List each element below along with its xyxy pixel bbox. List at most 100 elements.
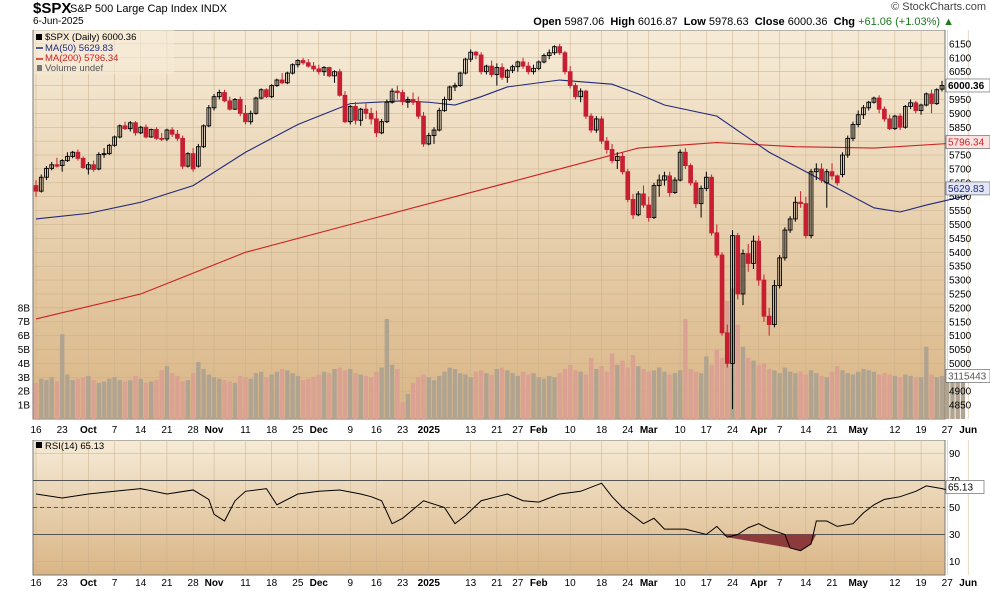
candle-body <box>588 115 594 131</box>
volume-bar <box>677 370 683 419</box>
candle-body <box>305 62 311 67</box>
date-tick-label: 16 <box>371 425 383 436</box>
price-tick-label: 5400 <box>949 248 972 259</box>
volume-bar <box>128 380 133 419</box>
candle-body <box>688 165 693 184</box>
candle-body <box>342 94 348 123</box>
candle-body <box>374 118 379 134</box>
volume-bar <box>526 374 531 419</box>
volume-bar <box>437 375 442 419</box>
rsi-date-tick-label: 11 <box>240 578 251 589</box>
candle-body <box>630 199 636 216</box>
date-tick-label: 27 <box>942 425 954 436</box>
volume-bar <box>258 371 264 419</box>
volume-bar <box>688 368 693 419</box>
candle-body <box>196 146 201 167</box>
rsi-date-tick-label: 24 <box>727 578 739 589</box>
price-tick-label: 6100 <box>949 53 972 64</box>
date-tick-label: 21 <box>491 425 503 436</box>
price-chart[interactable]: 4850490049505000505051005150520052505300… <box>0 30 990 436</box>
candle-body <box>813 168 819 173</box>
rsi-date-tick-label: 19 <box>915 578 927 589</box>
date-axis-bottom: 16 23 Oct 7 14 21 28 Nov 11 18 25 Dec 9 16 23 2025 13 21 2… <box>30 578 977 589</box>
candle-body <box>211 96 217 109</box>
price-axis: 4850490049505000505051005150520052505300… <box>949 39 972 411</box>
volume-bar <box>232 382 238 419</box>
volume-tick-label: 2B <box>18 387 31 398</box>
candle-body <box>154 129 159 139</box>
volume-bar <box>217 378 222 419</box>
rsi-date-tick-label: 14 <box>135 578 147 589</box>
volume-bar <box>316 374 321 419</box>
price-tick-label: 5350 <box>949 262 972 273</box>
candle-body <box>609 149 615 162</box>
volume-badge: 3115443 <box>948 371 987 382</box>
rsi-date-tick-label: 13 <box>465 578 477 589</box>
volume-bar <box>44 380 49 419</box>
candle-body <box>850 124 856 139</box>
date-tick-label: Mar <box>640 425 658 436</box>
volume-bar <box>164 366 170 419</box>
symbol-title: $SPX <box>33 0 72 17</box>
volume-bar <box>505 370 510 419</box>
volume-bar <box>735 324 740 419</box>
date-tick-label: 17 <box>701 425 713 436</box>
price-legend: $SPX (Daily) 6000.36 MA(50) 5629.83 MA(2… <box>34 30 174 74</box>
volume-bar <box>609 353 615 419</box>
volume-bar <box>75 378 81 419</box>
price-tick-label: 6050 <box>949 67 972 78</box>
volume-bar <box>264 377 269 419</box>
volume-bar <box>625 367 630 419</box>
rsi-chart[interactable]: 103050709065.13 1623Oct7142128Nov111825D… <box>0 440 990 591</box>
candle-body <box>415 101 421 117</box>
price-tick-label: 5250 <box>949 289 972 300</box>
rsi-tick-label: 10 <box>949 557 961 568</box>
rsi-grid <box>33 440 969 575</box>
volume-bar <box>835 366 840 419</box>
candle-body <box>237 99 243 114</box>
price-tick-label: 5050 <box>949 345 972 356</box>
price-tick-label: 5150 <box>949 317 972 328</box>
volume-bar <box>101 381 107 419</box>
volume-bar <box>892 375 898 419</box>
candle-body <box>693 182 699 205</box>
rsi-legend: RSI(14) 65.13 <box>36 441 104 452</box>
candle-body <box>719 254 725 334</box>
candle-body <box>117 125 123 138</box>
volume-bar <box>300 380 306 419</box>
volume-bar <box>80 377 86 419</box>
volume-bar <box>190 373 196 419</box>
candle-body <box>363 108 369 114</box>
candle-body <box>159 137 165 140</box>
date-tick-label: 25 <box>292 425 304 436</box>
candle-body <box>112 136 117 146</box>
candle-body <box>829 171 835 177</box>
volume-bar <box>452 368 458 419</box>
rsi-date-tick-label: 27 <box>512 578 524 589</box>
volume-tick-label: 8B <box>18 303 31 314</box>
candle-body <box>368 112 374 120</box>
candle-body <box>248 112 254 123</box>
price-tick-label: 5600 <box>949 192 972 203</box>
candle-body <box>316 68 322 73</box>
rsi-date-tick-label: 27 <box>942 578 954 589</box>
candle-body <box>426 135 432 145</box>
candle-body <box>311 65 316 70</box>
volume-bar <box>311 377 316 419</box>
volume-bar <box>782 367 788 419</box>
ma50-badge-box <box>945 181 990 196</box>
volume-bar <box>353 373 358 419</box>
legend-ma50: MA(50) 5629.83 <box>45 43 113 54</box>
volume-bar <box>698 373 704 419</box>
candle-body <box>520 61 526 67</box>
volume-bar <box>719 357 725 419</box>
stockcharts-credit[interactable]: © StockCharts.com <box>891 1 986 13</box>
candle-body <box>436 110 442 131</box>
candle-body <box>44 167 49 178</box>
candle-body <box>243 112 248 123</box>
price-tick-label: 4850 <box>949 401 972 412</box>
candle-body <box>656 179 662 187</box>
volume-bar <box>756 364 761 419</box>
candle-body <box>861 107 866 116</box>
price-tick-label: 5000 <box>949 359 972 370</box>
